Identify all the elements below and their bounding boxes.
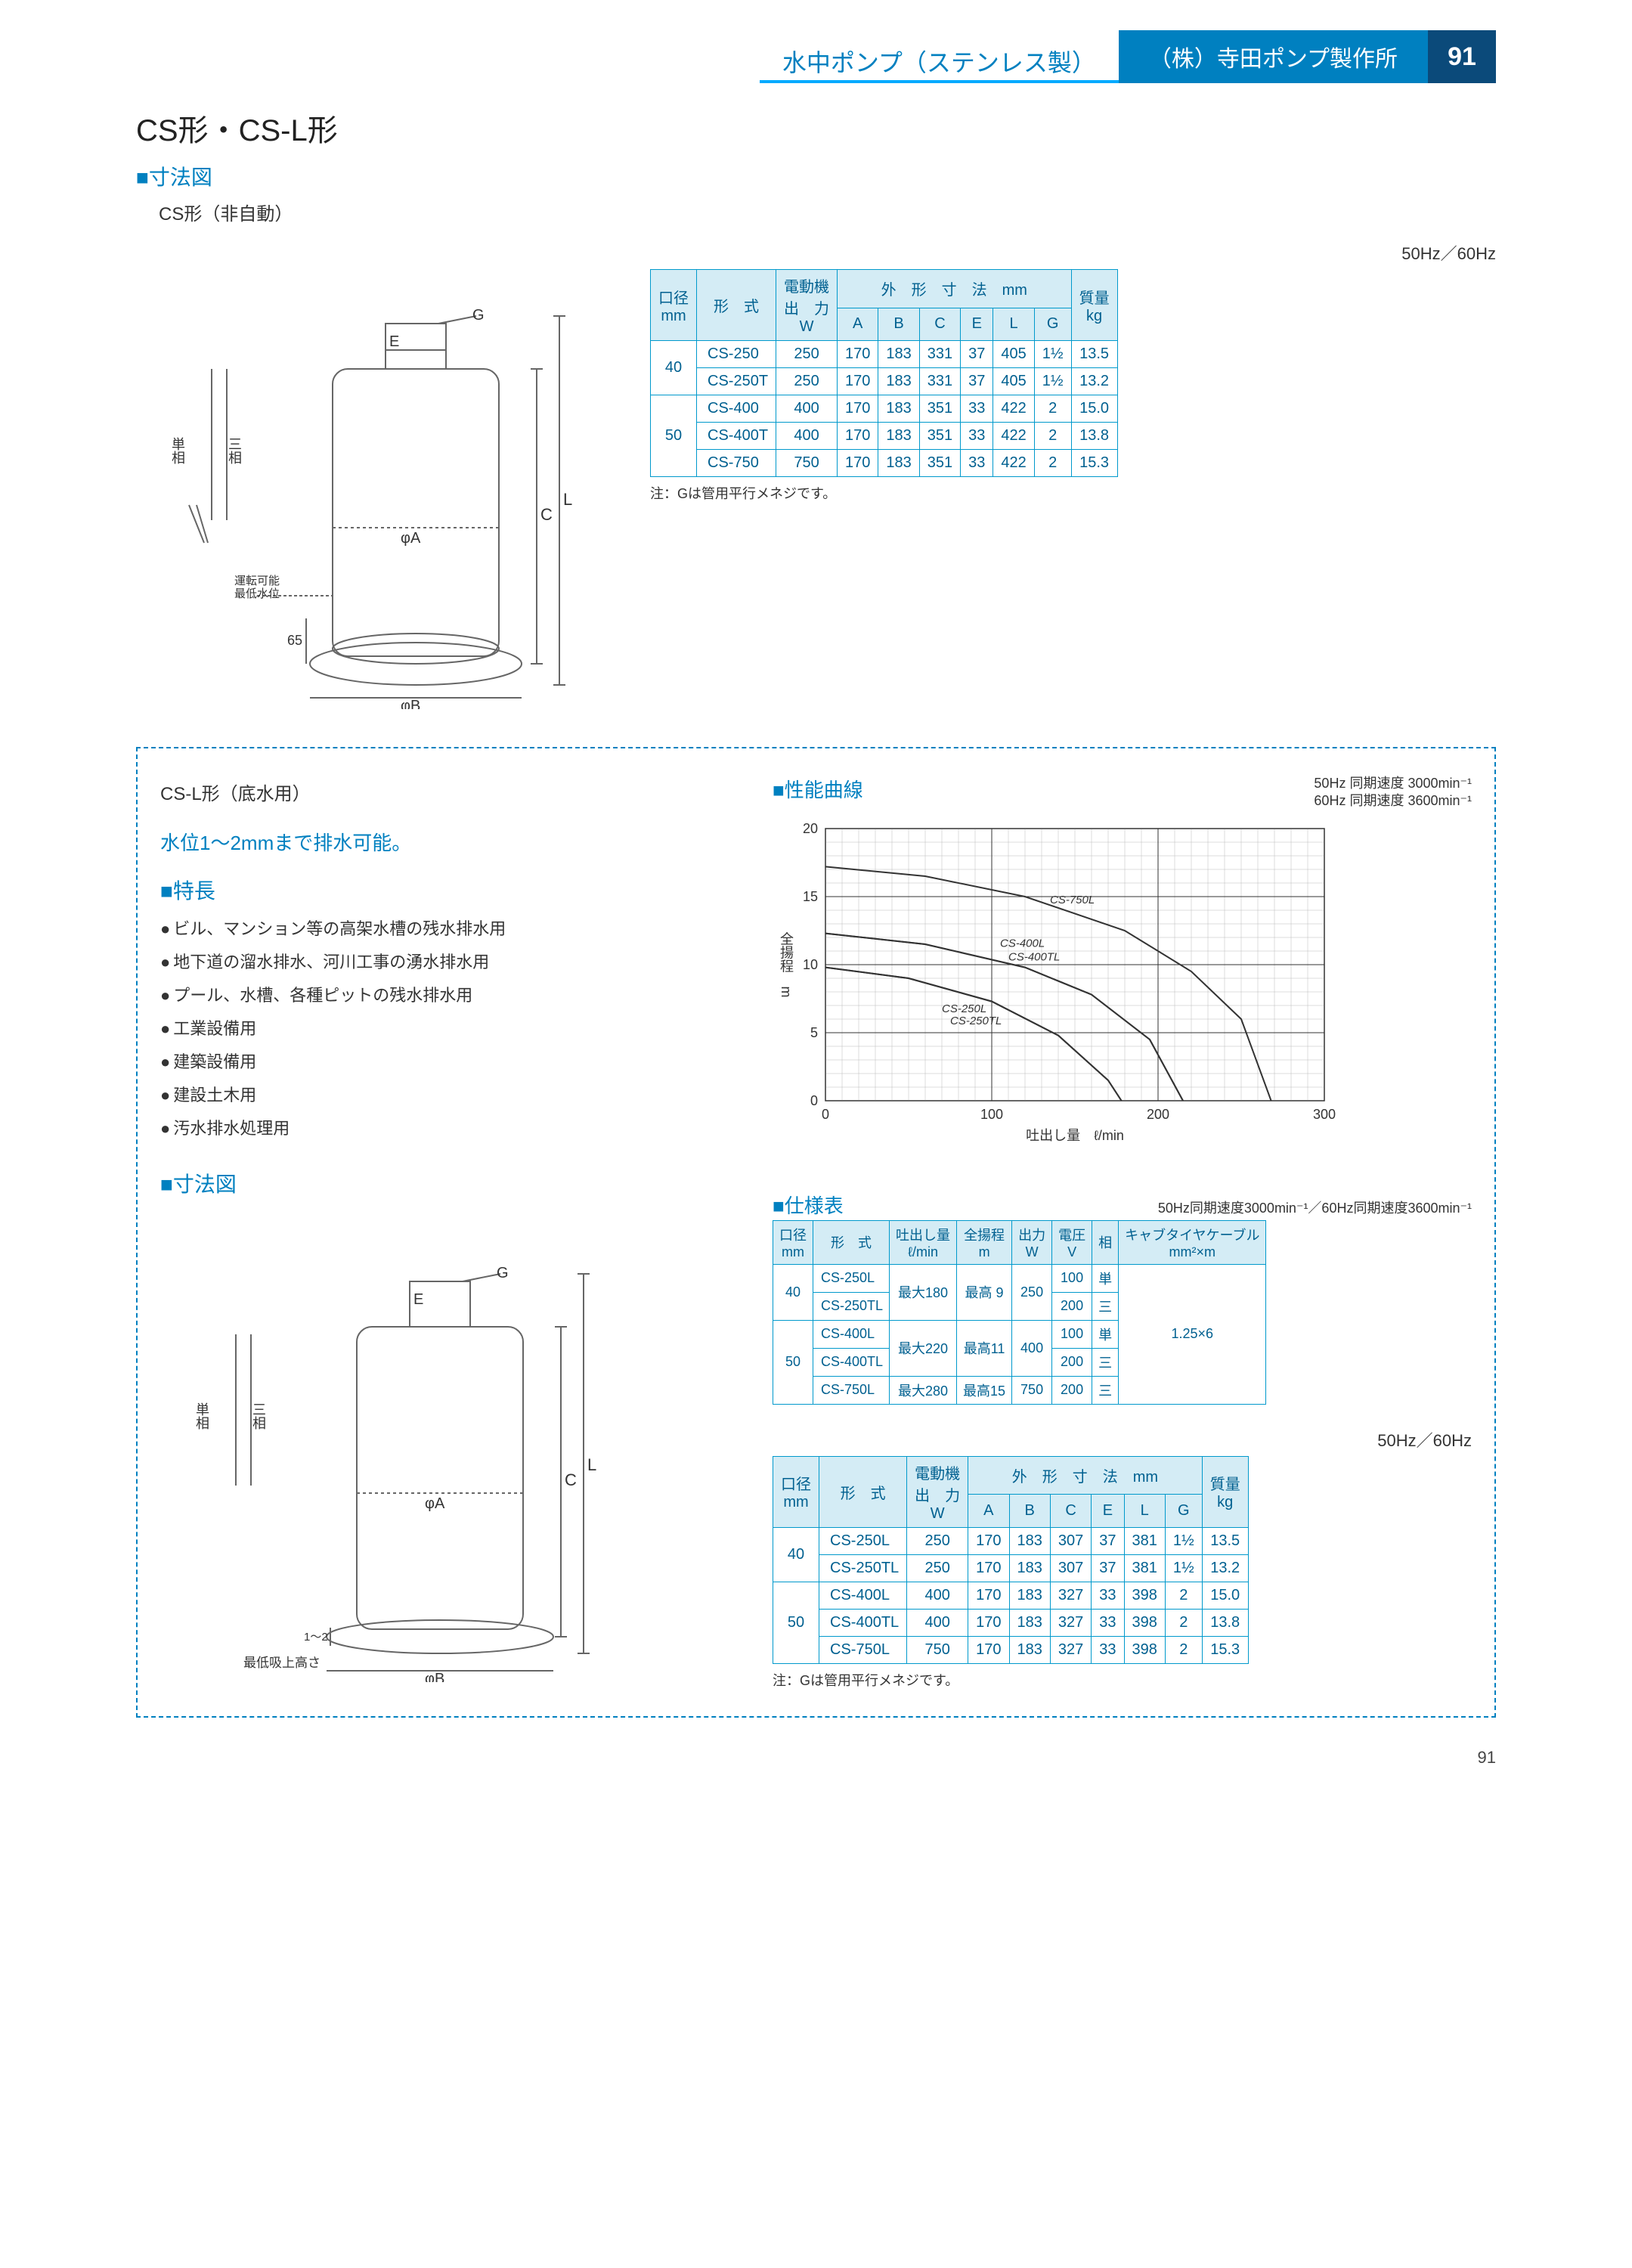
company-label: （株）寺田ポンプ製作所 <box>1119 30 1428 83</box>
svg-text:65: 65 <box>287 633 302 648</box>
table-row: CS-400TL40017018332733398213.8 <box>773 1609 1249 1636</box>
dim-diagram-heading-csl: ■寸法図 <box>160 1168 750 1198</box>
table-row: CS-250T250170183331374051½13.2 <box>651 368 1118 395</box>
table-row: 40CS-250L250170183307373811½13.5 <box>773 1527 1249 1554</box>
cs-table-note: 注：Gは管用平行メネジです。 <box>650 483 1496 503</box>
table-row: 40CS-250L最大180最高 9250100単1.25×6 <box>773 1264 1266 1292</box>
svg-text:G: G <box>497 1265 509 1281</box>
feature-item: 地下道の溜水排水、河川工事の湧水排水用 <box>160 946 750 979</box>
page-number-bottom: 91 <box>136 1748 1496 1768</box>
cs-diagram: L C φA φB E G 65 単相 三相 運転可能 最低水位 <box>136 240 620 709</box>
svg-text:C: C <box>565 1470 577 1489</box>
svg-text:全揚程 m: 全揚程 m <box>779 931 794 997</box>
csl-diagram: L C φA φB E G 単相 三相 1〜2 最低吸上高さ <box>160 1213 644 1682</box>
svg-text:φA: φA <box>425 1495 445 1512</box>
dim-diagram-heading-cs: ■寸法図 <box>136 161 1496 191</box>
csl-dim-freq-label: 50Hz／60Hz <box>773 1427 1472 1452</box>
feature-item: 建設土木用 <box>160 1079 750 1112</box>
svg-text:CS-250L: CS-250L <box>942 1002 986 1015</box>
csl-subtitle: CS-L形（底水用） <box>160 779 750 805</box>
spec-freq-label: 50Hz同期速度3000min⁻¹／60Hz同期速度3600min⁻¹ <box>1158 1198 1472 1217</box>
csl-dimension-table: 口径mm形 式電動機出 力W外 形 寸 法 mm質量kgABCELG40CS-2… <box>773 1456 1249 1664</box>
svg-text:最低水位: 最低水位 <box>234 587 280 600</box>
svg-text:0: 0 <box>822 1107 829 1122</box>
svg-text:三相: 三相 <box>227 437 242 464</box>
svg-text:L: L <box>587 1455 596 1474</box>
svg-text:φB: φB <box>401 698 420 709</box>
svg-text:E: E <box>389 333 399 350</box>
features-heading: ■特長 <box>160 875 750 905</box>
svg-text:15: 15 <box>803 889 818 904</box>
table-row: CS-75075017018335133422215.3 <box>651 450 1118 477</box>
performance-chart: 0 100 200 300 0 5 10 15 20 CS-750L CS-400LCS-400TL… <box>773 813 1362 1146</box>
feature-item: プール、水槽、各種ピットの残水排水用 <box>160 979 750 1012</box>
svg-text:1〜2: 1〜2 <box>304 1631 328 1644</box>
cs-subtitle: CS形（非自動） <box>159 199 1496 225</box>
table-row: 50CS-400L40017018332733398215.0 <box>773 1582 1249 1609</box>
svg-text:最低吸上高さ: 最低吸上高さ <box>243 1656 321 1670</box>
svg-text:吐出し量 ℓ/min: 吐出し量 ℓ/min <box>1026 1128 1124 1143</box>
svg-text:運転可能: 運転可能 <box>234 575 280 587</box>
svg-text:単相: 単相 <box>170 437 185 464</box>
svg-text:CS-250TL: CS-250TL <box>950 1015 1002 1027</box>
table-row: CS-250TL250170183307373811½13.2 <box>773 1554 1249 1582</box>
table-row: 50CS-40040017018335133422215.0 <box>651 395 1118 423</box>
svg-text:C: C <box>540 505 553 524</box>
category-label: 水中ポンプ（ステンレス製） <box>760 30 1119 83</box>
svg-text:φA: φA <box>401 530 421 547</box>
svg-text:φB: φB <box>425 1671 444 1682</box>
svg-text:10: 10 <box>803 957 818 972</box>
svg-text:単相: 単相 <box>194 1402 209 1430</box>
cs-freq-label: 50Hz／60Hz <box>650 240 1496 265</box>
table-row: CS-400T40017018335133422213.8 <box>651 423 1118 450</box>
svg-text:G: G <box>472 307 485 324</box>
csl-section: CS-L形（底水用） 水位1〜2mmまで排水可能。 ■特長 ビル、マンション等の… <box>136 747 1496 1718</box>
feature-list: ビル、マンション等の高架水槽の残水排水用地下道の溜水排水、河川工事の湧水排水用プ… <box>160 912 750 1145</box>
csl-tagline: 水位1〜2mmまで排水可能。 <box>160 828 750 856</box>
svg-text:CS-750L: CS-750L <box>1050 894 1095 906</box>
page-title: CS形・CS-L形 <box>136 106 1496 150</box>
svg-text:300: 300 <box>1313 1107 1336 1122</box>
svg-text:5: 5 <box>810 1025 818 1040</box>
svg-text:CS-400L: CS-400L <box>1000 937 1045 950</box>
spec-table-heading: ■仕様表 <box>773 1191 844 1219</box>
chart-meta: 50Hz 同期速度 3000min⁻¹ 60Hz 同期速度 3600min⁻¹ <box>1314 775 1472 810</box>
svg-text:20: 20 <box>803 821 818 836</box>
csl-spec-table: 口径mm形 式吐出し量ℓ/min全揚程m出力W電圧V相キャブタイヤケーブルmm²… <box>773 1220 1266 1405</box>
table-row: CS-750L75017018332733398215.3 <box>773 1636 1249 1663</box>
perf-curve-heading: ■性能曲線 <box>773 775 863 803</box>
feature-item: 汚水排水処理用 <box>160 1112 750 1145</box>
page-number-top: 91 <box>1428 30 1496 83</box>
feature-item: ビル、マンション等の高架水槽の残水排水用 <box>160 912 750 946</box>
csl-table-note: 注：Gは管用平行メネジです。 <box>773 1670 1472 1690</box>
svg-text:CS-400TL: CS-400TL <box>1008 950 1060 963</box>
svg-text:L: L <box>563 490 572 509</box>
table-row: 40CS-250250170183331374051½13.5 <box>651 341 1118 368</box>
page-header: 水中ポンプ（ステンレス製） （株）寺田ポンプ製作所 91 <box>136 30 1496 83</box>
svg-text:三相: 三相 <box>251 1402 266 1430</box>
svg-text:200: 200 <box>1147 1107 1169 1122</box>
cs-dimension-table: 口径mm形 式電動機出 力W外 形 寸 法 mm質量kgABCELG40CS-2… <box>650 269 1118 477</box>
svg-text:E: E <box>413 1291 423 1308</box>
svg-text:0: 0 <box>810 1093 818 1108</box>
feature-item: 工業設備用 <box>160 1012 750 1046</box>
feature-item: 建築設備用 <box>160 1046 750 1079</box>
svg-text:100: 100 <box>980 1107 1003 1122</box>
